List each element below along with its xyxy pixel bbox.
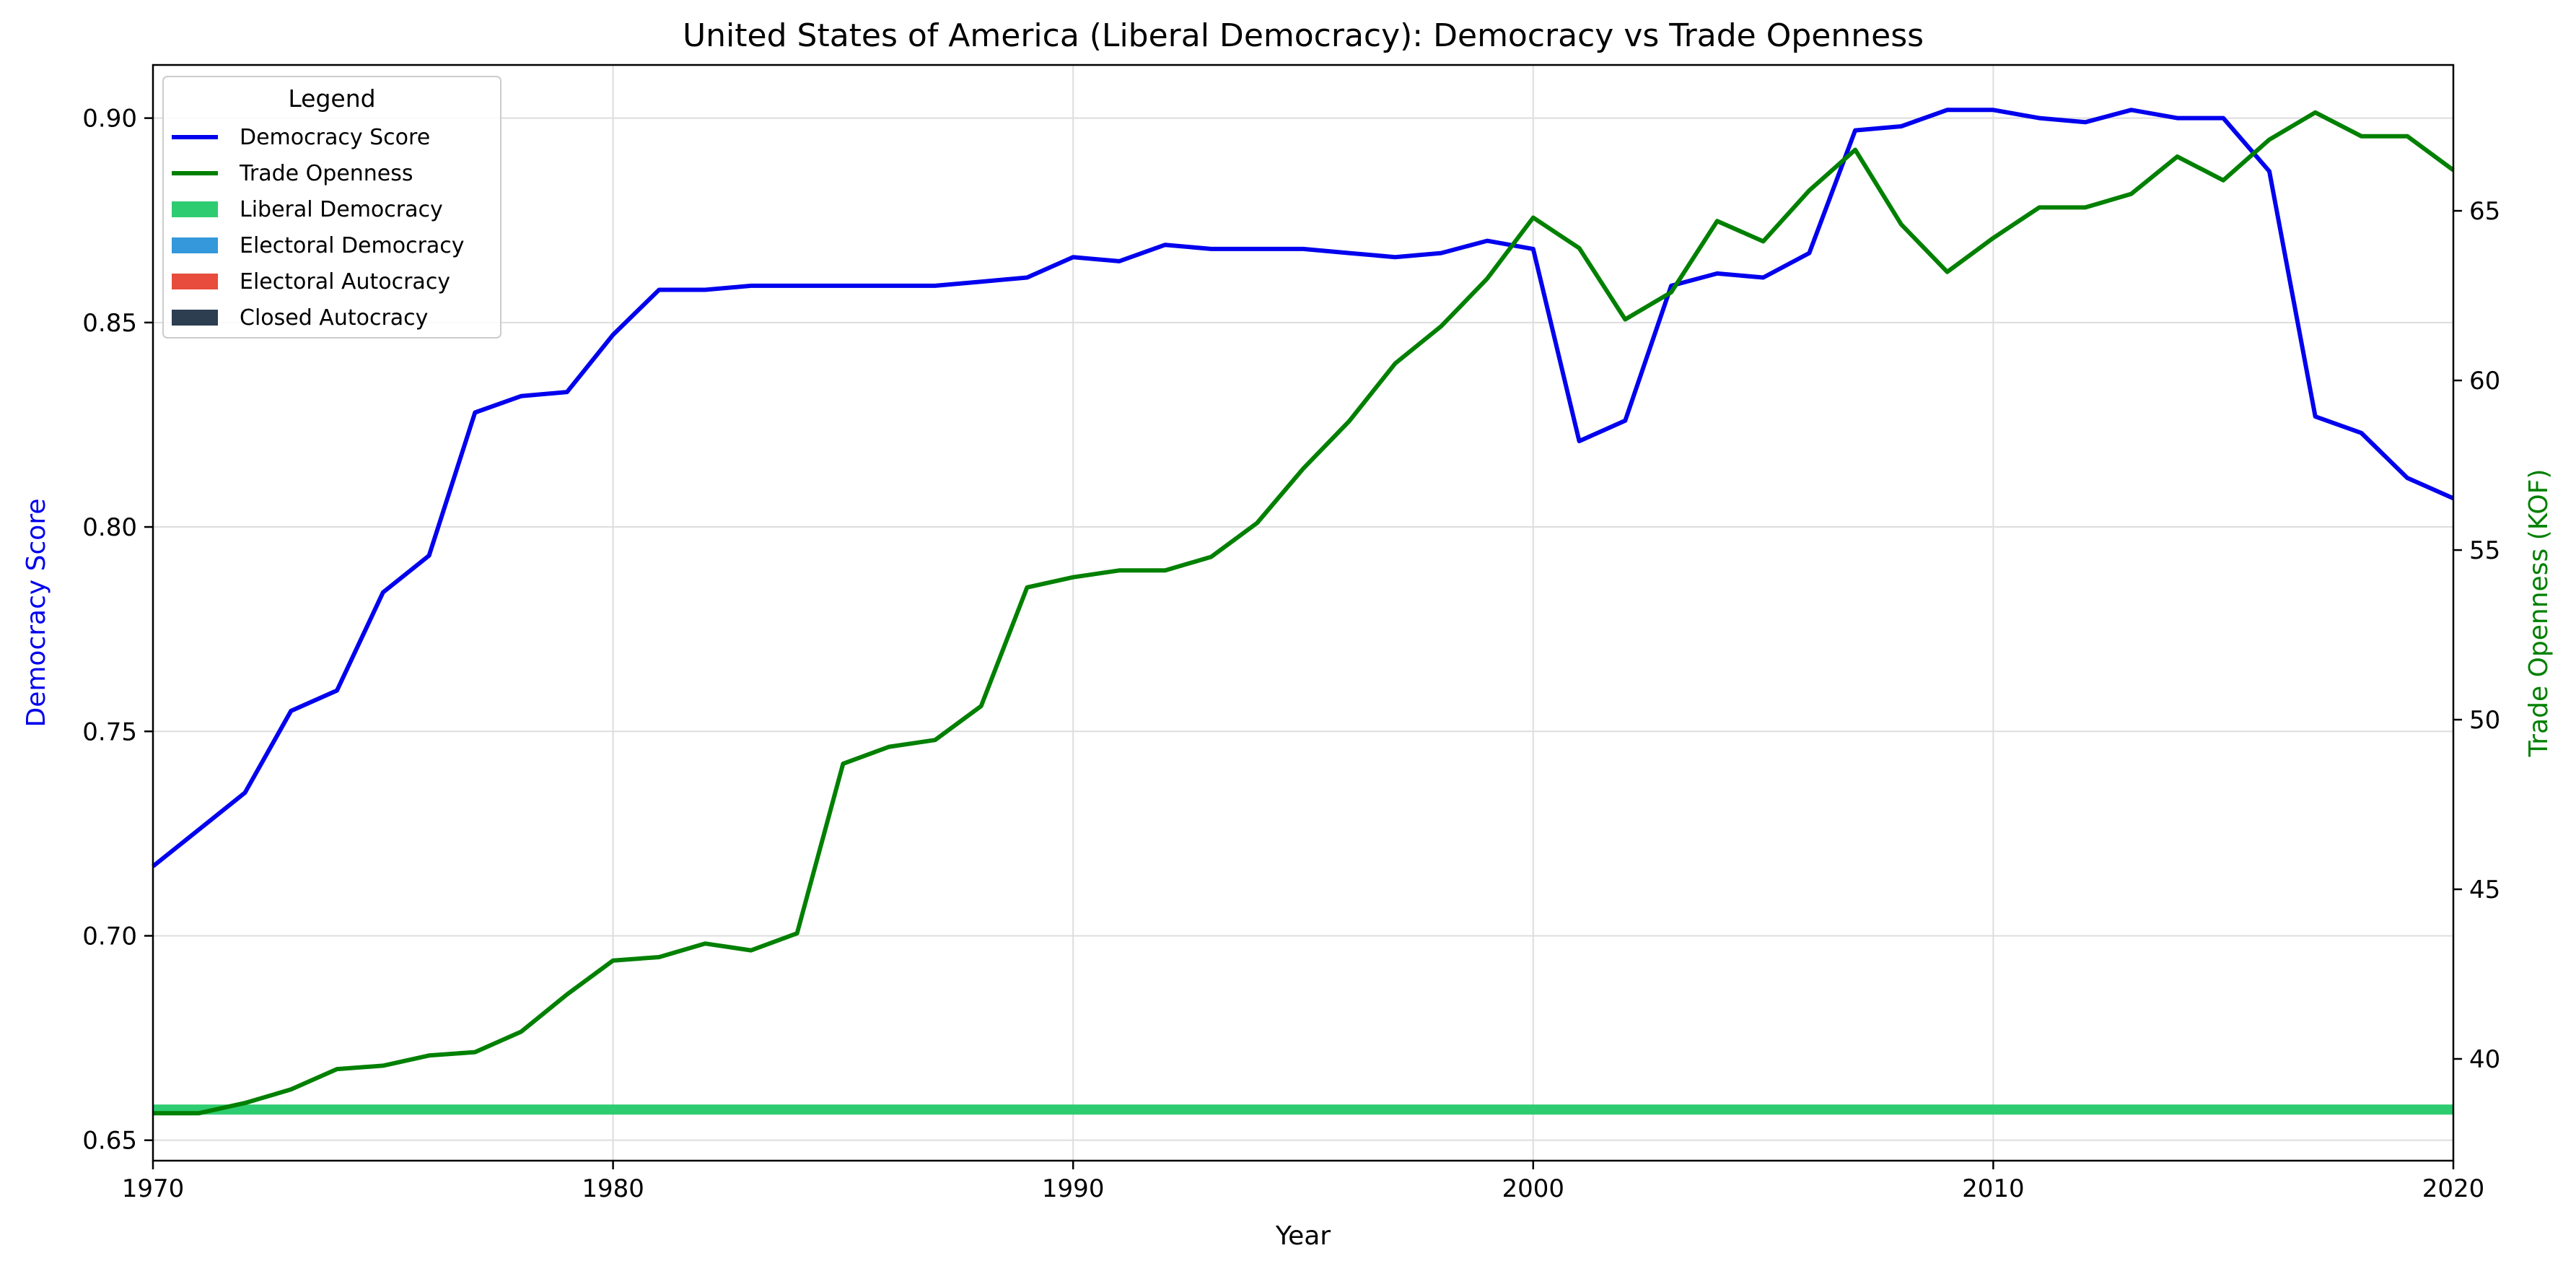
chart-title: United States of America (Liberal Democr… <box>683 17 1924 54</box>
legend-label-liberal-democracy: Liberal Democracy <box>240 197 443 222</box>
x-tick-label: 2010 <box>1962 1174 2025 1203</box>
y-left-tick-label: 0.75 <box>82 717 137 746</box>
legend-label-electoral-democracy: Electoral Democracy <box>240 233 465 258</box>
x-tick-label: 1990 <box>1042 1174 1105 1203</box>
y-axis-left: 0.65 0.70 0.75 0.80 0.85 0.90 <box>82 105 153 1156</box>
series-line-trade-openness <box>153 110 2455 1116</box>
regime-band-layer <box>153 1104 2453 1115</box>
y-left-tick-label: 0.90 <box>82 105 137 134</box>
x-axis: 1970 1980 1990 2000 2010 2020 <box>122 1161 2485 1203</box>
legend-box <box>162 76 501 339</box>
y-left-tick-label: 0.85 <box>82 309 137 338</box>
y-axis-right: 40 45 50 55 60 65 <box>2453 197 2500 1074</box>
series-lines <box>152 108 2455 1116</box>
y-right-tick-label: 65 <box>2469 197 2500 226</box>
x-tick-label: 2020 <box>2422 1174 2485 1203</box>
legend-swatch-closed-autocracy <box>172 310 218 326</box>
y-right-tick-label: 60 <box>2469 367 2500 396</box>
grid <box>152 65 2454 1161</box>
legend-title: Legend <box>288 84 375 113</box>
legend-label-democracy-score: Democracy Score <box>240 125 430 150</box>
legend-swatch-electoral-democracy <box>172 237 218 253</box>
legend-swatch-liberal-democracy <box>172 201 218 217</box>
series-line-democracy-score <box>152 108 2455 868</box>
y-axis-label-right: Trade Openness (KOF) <box>2524 469 2554 758</box>
x-tick-label: 1970 <box>122 1174 185 1203</box>
legend-items: Democracy Score Trade Openness Liberal Dem… <box>172 125 465 331</box>
legend-label-closed-autocracy: Closed Autocracy <box>240 305 428 331</box>
y-left-tick-label: 0.70 <box>82 922 137 951</box>
x-tick-label: 2000 <box>1502 1174 1565 1203</box>
regime-band-liberal-democracy <box>153 1104 2453 1115</box>
legend: Legend Democracy Score Trade Openness Libe… <box>162 76 501 339</box>
y-axis-label-left: Democracy Score <box>22 499 51 728</box>
y-right-tick-label: 50 <box>2469 706 2500 735</box>
y-right-tick-label: 45 <box>2469 876 2500 904</box>
y-right-tick-label: 40 <box>2469 1045 2500 1074</box>
plot-frame <box>152 64 2455 1162</box>
y-right-tick-label: 55 <box>2469 536 2500 565</box>
legend-label-trade-openness: Trade Openness <box>239 161 413 186</box>
legend-swatch-electoral-autocracy <box>172 274 218 289</box>
y-left-tick-label: 0.65 <box>82 1127 137 1156</box>
legend-label-electoral-autocracy: Electoral Autocracy <box>240 269 450 294</box>
x-axis-label: Year <box>1275 1221 1331 1251</box>
x-tick-label: 1980 <box>582 1174 644 1203</box>
y-left-tick-label: 0.80 <box>82 513 137 542</box>
